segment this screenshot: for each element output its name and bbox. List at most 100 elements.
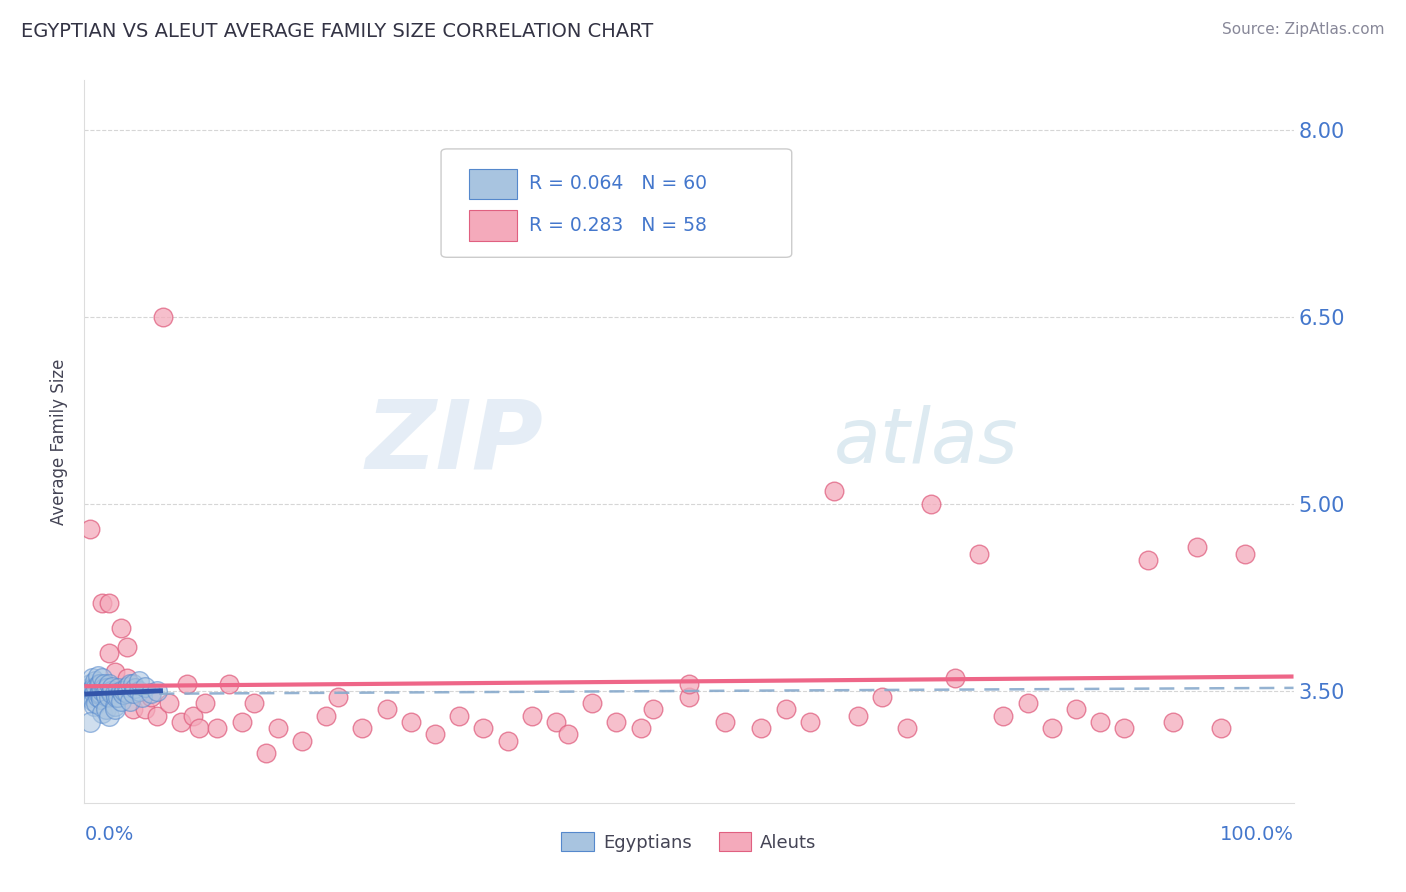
Point	[79, 686, 101, 700]
Point	[775, 702, 797, 716]
Point	[557, 727, 579, 741]
Point	[194, 696, 217, 710]
Point	[943, 671, 966, 685]
Point	[1064, 702, 1087, 716]
Point	[86, 690, 108, 704]
Point	[97, 677, 120, 691]
Point	[152, 310, 174, 324]
Point	[94, 686, 117, 700]
Point	[120, 677, 142, 691]
Point	[128, 673, 150, 688]
Point	[97, 708, 120, 723]
Point	[449, 708, 471, 723]
Point	[94, 689, 117, 703]
Point	[207, 721, 229, 735]
Point	[872, 690, 894, 704]
Point	[920, 497, 942, 511]
Point	[77, 681, 100, 696]
Point	[97, 597, 120, 611]
Text: R = 0.064   N = 60: R = 0.064 N = 60	[529, 174, 707, 193]
Point	[1088, 714, 1111, 729]
Point	[1114, 721, 1136, 735]
Point	[112, 687, 135, 701]
Text: 0.0%: 0.0%	[84, 825, 134, 844]
Point	[115, 640, 138, 654]
Point	[91, 671, 114, 685]
Point	[97, 690, 120, 704]
Point	[124, 681, 146, 696]
Point	[581, 696, 603, 710]
Point	[121, 677, 143, 691]
Point	[181, 708, 204, 723]
Bar	[468, 211, 517, 241]
Point	[115, 686, 138, 700]
Point	[100, 686, 122, 700]
Point	[77, 683, 100, 698]
Point	[375, 702, 398, 716]
Point	[993, 708, 1015, 723]
Point	[1040, 721, 1063, 735]
Point	[823, 484, 845, 499]
Point	[352, 721, 374, 735]
Y-axis label: Average Family Size: Average Family Size	[51, 359, 69, 524]
Point	[1137, 553, 1160, 567]
Point	[846, 708, 869, 723]
Point	[157, 696, 180, 710]
Point	[254, 746, 277, 760]
Point	[79, 522, 101, 536]
Point	[267, 721, 290, 735]
Point	[134, 702, 156, 716]
Point	[107, 690, 129, 704]
Point	[112, 683, 135, 698]
Point	[128, 683, 150, 698]
Point	[104, 698, 127, 713]
Point	[1185, 541, 1208, 555]
Point	[170, 714, 193, 729]
Point	[1234, 547, 1257, 561]
Point	[86, 680, 108, 694]
Text: atlas: atlas	[834, 405, 1018, 478]
Point	[115, 680, 138, 694]
Point	[97, 646, 120, 660]
Point	[131, 690, 153, 704]
Point	[83, 698, 105, 713]
Legend: Egyptians, Aleuts: Egyptians, Aleuts	[554, 825, 824, 859]
Point	[104, 702, 127, 716]
Point	[79, 714, 101, 729]
Point	[84, 683, 107, 698]
Point	[520, 708, 543, 723]
Point	[79, 677, 101, 691]
Point	[630, 721, 652, 735]
Point	[89, 677, 111, 691]
Point	[231, 714, 253, 729]
Point	[139, 686, 162, 700]
Point	[218, 677, 240, 691]
Point	[1017, 696, 1039, 710]
Point	[86, 669, 108, 683]
Point	[896, 721, 918, 735]
Point	[91, 706, 114, 720]
Point	[93, 681, 115, 696]
Text: R = 0.283   N = 58: R = 0.283 N = 58	[529, 216, 707, 235]
Point	[104, 686, 127, 700]
Point	[328, 690, 350, 704]
Point	[121, 702, 143, 716]
Point	[107, 681, 129, 696]
Point	[94, 702, 117, 716]
Point	[115, 671, 138, 685]
Point	[89, 686, 111, 700]
Text: 100.0%: 100.0%	[1219, 825, 1294, 844]
Point	[146, 708, 169, 723]
Bar	[468, 169, 517, 200]
Point	[91, 683, 114, 698]
Point	[84, 673, 107, 688]
Point	[799, 714, 821, 729]
Point	[80, 671, 103, 685]
Point	[104, 665, 127, 679]
Point	[83, 686, 105, 700]
Point	[100, 683, 122, 698]
Text: ZIP: ZIP	[366, 395, 544, 488]
Point	[87, 677, 110, 691]
Point	[291, 733, 314, 747]
Point	[87, 687, 110, 701]
